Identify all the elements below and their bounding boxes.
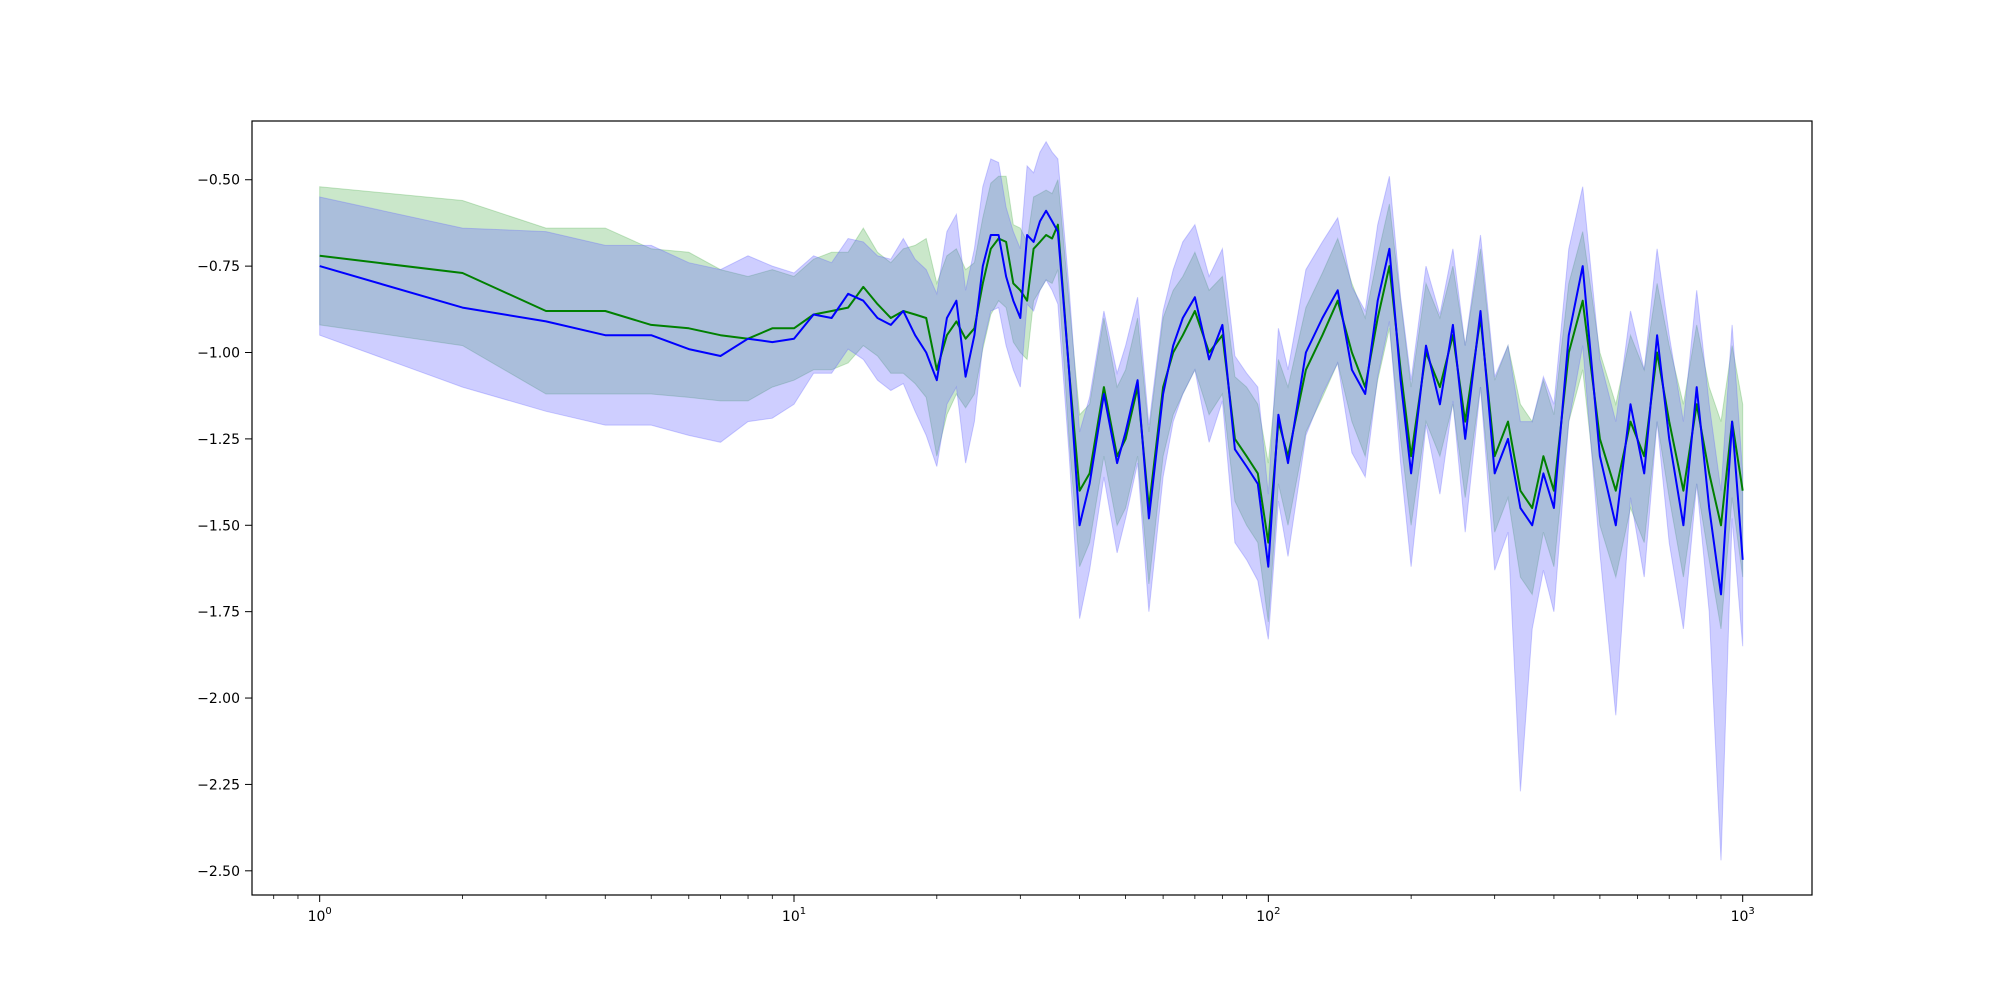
y-tick-label: −0.75 [197, 259, 240, 275]
plot-area [319, 140, 1744, 861]
y-tick-label: −2.50 [197, 864, 240, 880]
y-tick-label: −0.50 [197, 173, 240, 189]
y-tick-label: −1.25 [197, 432, 240, 448]
series-2-line [319, 209, 1744, 596]
x-tick-label: 101 [782, 906, 806, 925]
y-tick-label: −1.75 [197, 605, 240, 621]
y-tick-label: −1.50 [197, 518, 240, 534]
x-tick-label: 100 [308, 906, 332, 925]
x-tick-label: 103 [1731, 906, 1755, 925]
y-tick-label: −2.00 [197, 691, 240, 707]
x-axis: 100 101 102 103 [273, 895, 1755, 925]
y-tick-label: −1.00 [197, 346, 240, 362]
y-tick-label: −2.25 [197, 777, 240, 793]
y-axis: −0.50 −0.75 −1.00 −1.25 −1.50 −1.75 −2.00 −2.25… [197, 173, 252, 880]
axes-frame [251, 120, 1813, 896]
x-tick-label: 102 [1256, 906, 1280, 925]
series-2-band [319, 140, 1744, 861]
